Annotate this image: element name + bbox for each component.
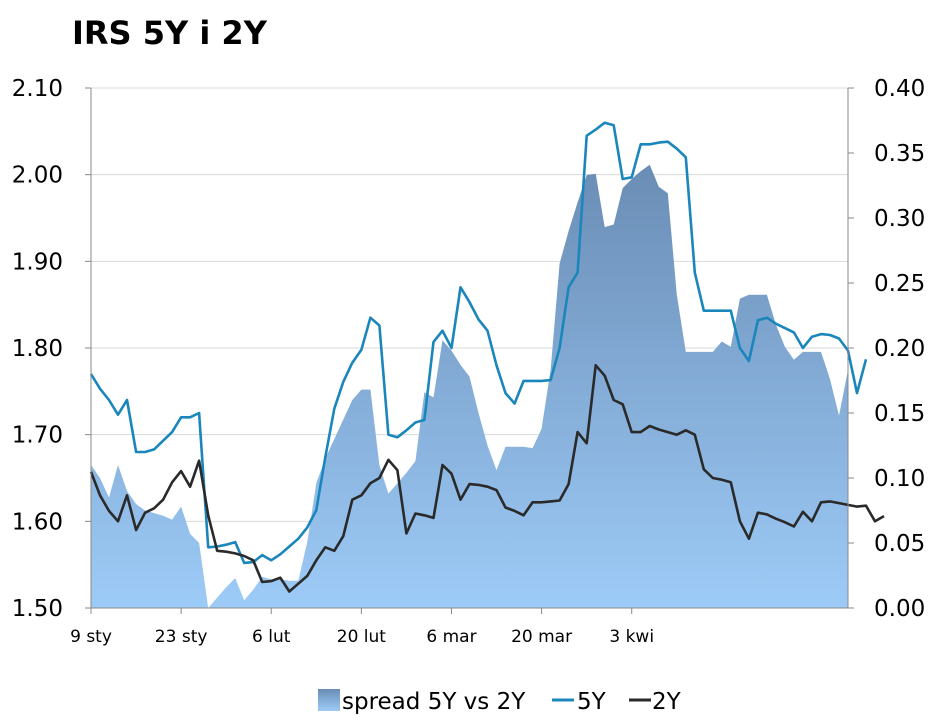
series-line-2y bbox=[89, 363, 885, 593]
x-tick-label: 20 mar bbox=[511, 627, 572, 647]
legend: spread 5Y vs 2Y 5Y 2Y bbox=[318, 689, 682, 715]
right-tick-label: 0.25 bbox=[874, 271, 925, 297]
legend-label-2y: 2Y bbox=[652, 689, 682, 715]
legend-swatch-spread bbox=[318, 689, 340, 711]
spread-area bbox=[91, 164, 848, 608]
x-tick-label: 6 mar bbox=[426, 627, 476, 647]
left-tick-label: 1.80 bbox=[12, 336, 63, 362]
spread-area-layer bbox=[91, 164, 848, 608]
right-tick-label: 0.00 bbox=[874, 596, 925, 622]
legend-label-spread: spread 5Y vs 2Y bbox=[342, 689, 526, 715]
line-layer bbox=[89, 121, 885, 593]
axes: 1.50 1.60 1.70 1.80 1.90 2.00 2.10 0.00 0.05 0.10… bbox=[12, 76, 925, 647]
left-tick-label: 2.10 bbox=[12, 76, 63, 102]
x-tick-label: 20 lut bbox=[337, 627, 387, 647]
right-tick-label: 0.15 bbox=[874, 401, 925, 427]
right-tick-label: 0.05 bbox=[874, 531, 925, 557]
series-line-5y bbox=[89, 121, 868, 565]
x-tick-label: 9 sty bbox=[70, 627, 112, 647]
left-tick-label: 1.60 bbox=[12, 509, 63, 535]
legend-label-5y: 5Y bbox=[577, 689, 607, 715]
right-tick-label: 0.10 bbox=[874, 466, 925, 492]
right-tick-label: 0.20 bbox=[874, 336, 925, 362]
x-tick-label: 3 kwi bbox=[609, 627, 654, 647]
x-tick-label: 6 lut bbox=[252, 627, 291, 647]
left-tick-label: 1.50 bbox=[12, 596, 63, 622]
chart-title: IRS 5Y i 2Y bbox=[72, 14, 267, 52]
right-tick-label: 0.40 bbox=[874, 76, 925, 102]
right-tick-label: 0.30 bbox=[874, 206, 925, 232]
left-tick-label: 1.70 bbox=[12, 423, 63, 449]
right-tick-label: 0.35 bbox=[874, 141, 925, 167]
left-tick-label: 1.90 bbox=[12, 249, 63, 275]
x-tick-label: 23 sty bbox=[155, 627, 208, 647]
left-tick-label: 2.00 bbox=[12, 163, 63, 189]
